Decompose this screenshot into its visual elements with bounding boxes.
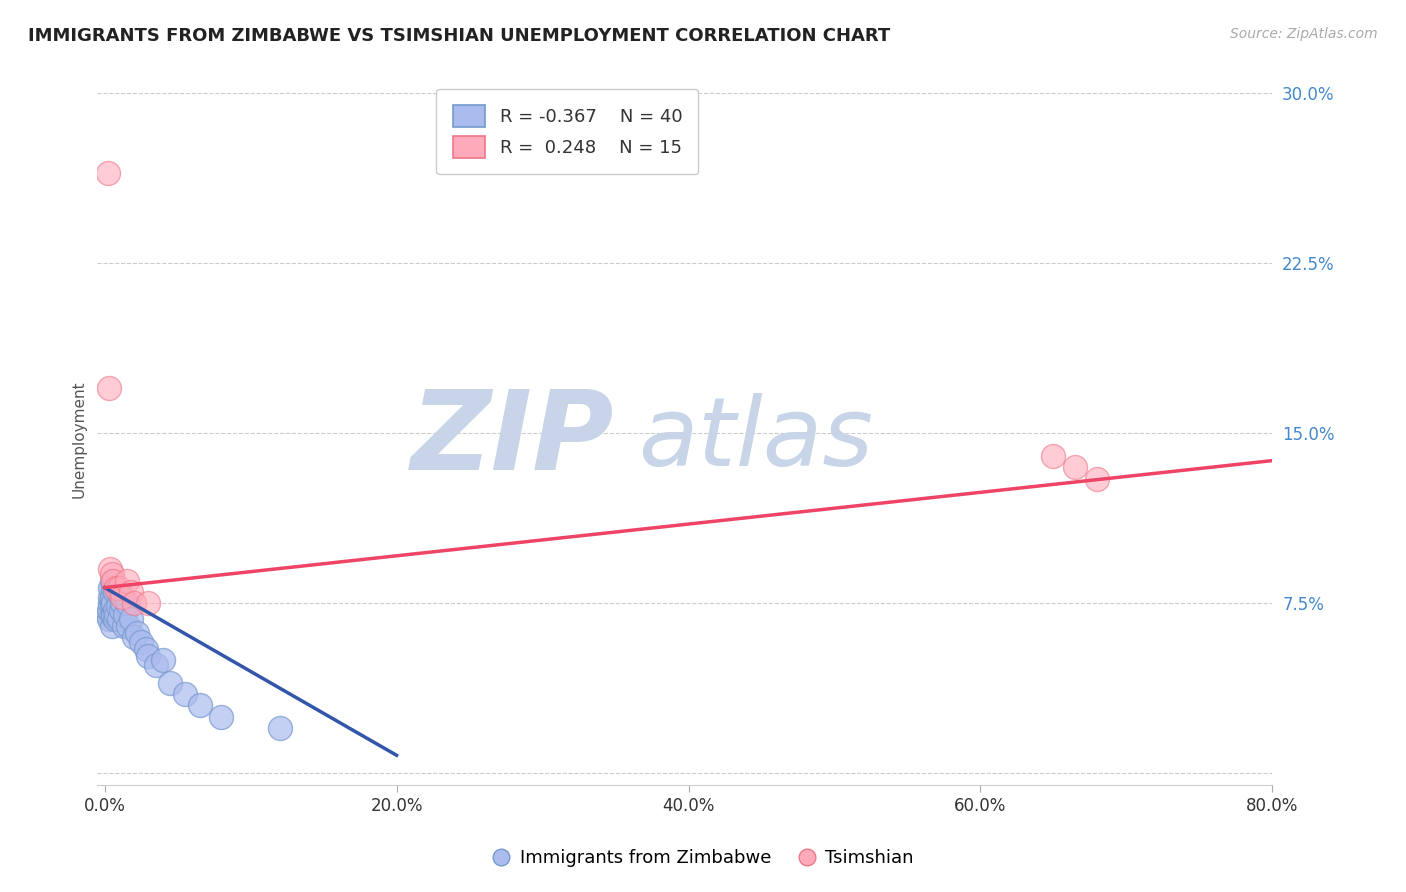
Point — [1042, 449, 1064, 463]
Point — [117, 619, 139, 633]
Point — [122, 596, 145, 610]
Point — [138, 648, 160, 663]
Point — [269, 721, 291, 735]
Point — [108, 581, 131, 595]
Point — [101, 607, 124, 622]
Point — [98, 381, 121, 395]
Point — [111, 590, 134, 604]
Point — [209, 710, 232, 724]
Point — [107, 599, 129, 613]
Point — [120, 585, 142, 599]
Point — [188, 698, 211, 713]
Point — [103, 607, 125, 622]
Point — [103, 574, 125, 588]
Point — [104, 585, 127, 599]
Point — [1064, 460, 1087, 475]
Point — [129, 635, 152, 649]
Point — [115, 574, 138, 588]
Point — [105, 581, 128, 595]
Point — [103, 581, 125, 595]
Point — [138, 596, 160, 610]
Point — [135, 641, 157, 656]
Point — [101, 574, 124, 588]
Point — [111, 596, 134, 610]
Point — [104, 612, 127, 626]
Y-axis label: Unemployment: Unemployment — [72, 380, 86, 498]
Point — [100, 596, 122, 610]
Point — [100, 581, 122, 595]
Point — [125, 626, 148, 640]
Point — [101, 590, 124, 604]
Point — [100, 590, 122, 604]
Legend: Immigrants from Zimbabwe, Tsimshian: Immigrants from Zimbabwe, Tsimshian — [485, 842, 921, 874]
Point — [115, 596, 138, 610]
Point — [97, 607, 120, 622]
Point — [1085, 472, 1108, 486]
Point — [98, 603, 121, 617]
Point — [101, 596, 124, 610]
Point — [174, 687, 197, 701]
Point — [100, 562, 122, 576]
Point — [104, 603, 127, 617]
Text: atlas: atlas — [638, 392, 873, 485]
Point — [112, 619, 135, 633]
Point — [107, 585, 129, 599]
Text: IMMIGRANTS FROM ZIMBABWE VS TSIMSHIAN UNEMPLOYMENT CORRELATION CHART: IMMIGRANTS FROM ZIMBABWE VS TSIMSHIAN UN… — [28, 27, 890, 45]
Point — [101, 566, 124, 581]
Point — [159, 675, 181, 690]
Point — [122, 631, 145, 645]
Point — [103, 596, 125, 610]
Legend: R = -0.367    N = 40, R =  0.248    N = 15: R = -0.367 N = 40, R = 0.248 N = 15 — [436, 88, 699, 174]
Point — [152, 653, 174, 667]
Point — [101, 619, 124, 633]
Point — [145, 657, 167, 672]
Point — [108, 612, 131, 626]
Point — [98, 612, 121, 626]
Point — [110, 603, 132, 617]
Point — [114, 607, 136, 622]
Text: Source: ZipAtlas.com: Source: ZipAtlas.com — [1230, 27, 1378, 41]
Point — [105, 607, 128, 622]
Point — [97, 166, 120, 180]
Text: ZIP: ZIP — [411, 385, 614, 492]
Point — [120, 612, 142, 626]
